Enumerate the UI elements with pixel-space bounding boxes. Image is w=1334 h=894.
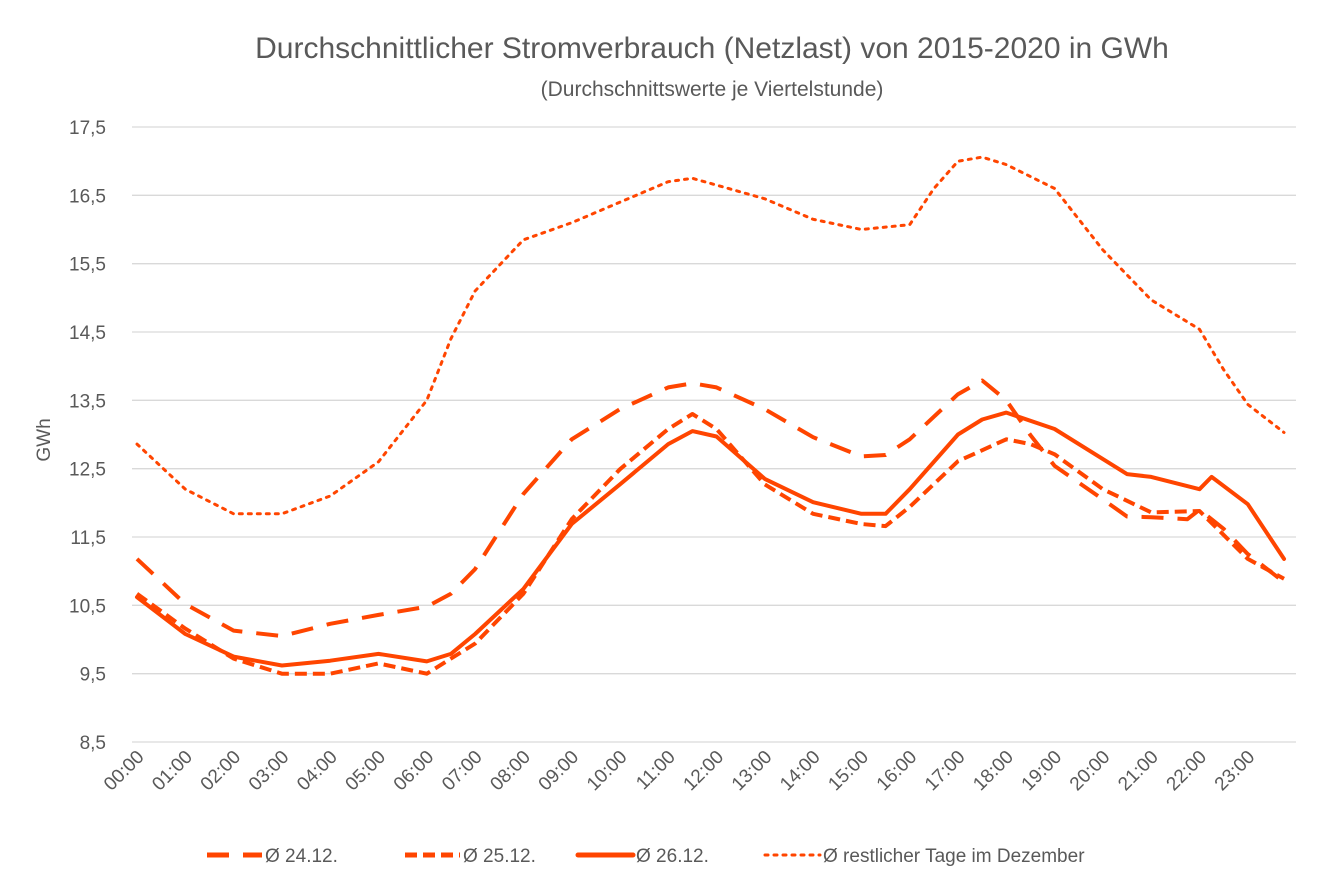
series-line-3 xyxy=(135,155,1286,516)
x-tick-label: 22:00 xyxy=(1163,747,1211,795)
x-tick-label: 12:00 xyxy=(680,747,728,795)
legend-label: Ø restlicher Tage im Dezember xyxy=(823,846,1085,867)
series-line-2 xyxy=(135,410,1286,668)
x-tick-label: 18:00 xyxy=(969,747,1017,795)
x-tick-label: 01:00 xyxy=(148,747,196,795)
series-line-0 xyxy=(135,378,1286,639)
y-tick-label: 12,5 xyxy=(69,460,106,481)
x-tick-label: 15:00 xyxy=(824,747,872,795)
x-tick-label: 10:00 xyxy=(583,747,631,795)
legend-item: Ø restlicher Tage im Dezember xyxy=(763,846,1085,867)
y-tick-label: 14,5 xyxy=(69,323,106,344)
y-tick-label: 13,5 xyxy=(69,391,106,412)
y-tick-label: 10,5 xyxy=(69,596,106,617)
y-tick-label: 8,5 xyxy=(80,733,106,754)
x-tick-label: 09:00 xyxy=(535,747,583,795)
x-tick-label: 06:00 xyxy=(390,747,438,795)
y-axis-label: GWh xyxy=(34,418,55,461)
legend-item: Ø 26.12. xyxy=(575,846,709,867)
x-tick-label: 00:00 xyxy=(100,747,148,795)
x-tick-label: 02:00 xyxy=(197,747,245,795)
x-tick-label: 20:00 xyxy=(1066,747,1114,795)
x-tick-label: 14:00 xyxy=(776,747,824,795)
chart-title: Durchschnittlicher Stromverbrauch (Netzl… xyxy=(255,32,1169,65)
legend-item: Ø 24.12. xyxy=(207,846,338,867)
x-tick-label: 08:00 xyxy=(486,747,534,795)
x-tick-label: 19:00 xyxy=(1018,747,1066,795)
x-tick-label: 05:00 xyxy=(342,747,390,795)
y-tick-label: 11,5 xyxy=(70,528,106,549)
y-tick-label: 16,5 xyxy=(69,186,106,207)
x-tick-label: 23:00 xyxy=(1211,747,1259,795)
y-tick-label: 17,5 xyxy=(69,118,106,139)
legend-label: Ø 26.12. xyxy=(636,846,709,867)
x-tick-label: 21:00 xyxy=(1114,747,1162,795)
x-tick-label: 17:00 xyxy=(921,747,969,795)
x-tick-label: 04:00 xyxy=(293,747,341,795)
legend-label: Ø 25.12. xyxy=(463,846,536,867)
x-tick-label: 11:00 xyxy=(632,747,679,794)
x-tick-label: 13:00 xyxy=(728,747,776,795)
x-tick-label: 03:00 xyxy=(245,747,293,795)
legend-item: Ø 25.12. xyxy=(405,846,536,867)
x-tick-label: 07:00 xyxy=(438,747,486,795)
y-tick-label: 9,5 xyxy=(80,665,106,686)
legend-label: Ø 24.12. xyxy=(265,846,338,867)
x-tick-label: 16:00 xyxy=(873,747,921,795)
chart-subtitle: (Durchschnittswerte je Viertelstunde) xyxy=(541,78,884,101)
y-tick-label: 15,5 xyxy=(69,255,106,276)
series-line-1 xyxy=(135,412,1285,676)
